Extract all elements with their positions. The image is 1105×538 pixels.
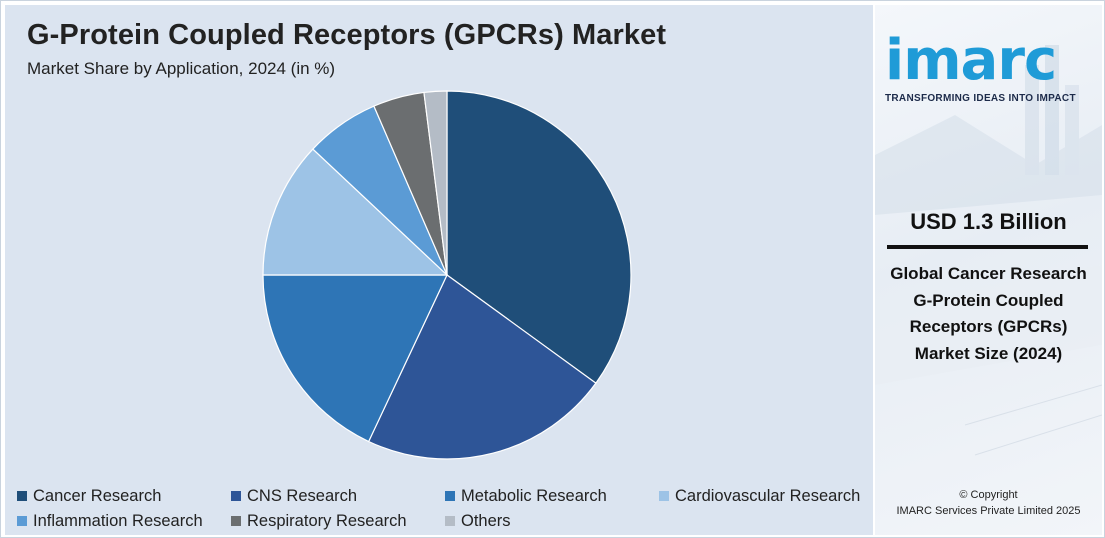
copyright-line: © Copyright	[959, 489, 1018, 501]
legend-label: CNS Research	[247, 486, 358, 505]
divider	[887, 245, 1088, 249]
legend-label: Metabolic Research	[461, 486, 607, 505]
copyright-notice: © Copyright IMARC Services Private Limit…	[875, 487, 1102, 519]
legend-swatch	[17, 491, 27, 501]
legend-label: Cardiovascular Research	[675, 486, 861, 505]
market-size-description: Global Cancer Research G-Protein Coupled…	[890, 264, 1087, 363]
legend-swatch	[231, 516, 241, 526]
market-size-value: USD 1.3 Billion	[910, 209, 1067, 234]
legend-swatch	[659, 491, 669, 501]
legend-swatch	[231, 491, 241, 501]
chart-panel: G-Protein Coupled Receptors (GPCRs) Mark…	[5, 5, 873, 535]
chart-subtitle: Market Share by Application, 2024 (in %)	[27, 59, 336, 78]
copyright-owner: IMARC Services Private Limited 2025	[896, 505, 1081, 517]
info-sidebar: imarc TRANSFORMING IDEAS INTO IMPACT USD…	[875, 5, 1102, 535]
legend-label: Respiratory Research	[247, 511, 407, 530]
logo-wordmark: imarc	[885, 28, 1057, 93]
pie-slice-metabolic-research	[262, 274, 448, 443]
pie-slice-cancer-research	[446, 90, 632, 384]
legend-item-cancer-research: Cancer Research	[17, 486, 161, 506]
background-chart-decoration	[875, 45, 1102, 456]
pie-chart	[262, 90, 632, 460]
legend-item-metabolic-research: Metabolic Research	[445, 486, 607, 506]
legend-swatch	[17, 516, 27, 526]
legend-swatch	[445, 516, 455, 526]
legend-label: Inflammation Research	[33, 511, 203, 530]
legend-item-respiratory-research: Respiratory Research	[231, 511, 407, 531]
legend-item-inflammation-research: Inflammation Research	[17, 511, 203, 531]
imarc-logo: imarc TRANSFORMING IDEAS INTO IMPACT	[885, 28, 1095, 105]
legend-item-cns-research: CNS Research	[231, 486, 357, 506]
logo-tagline: TRANSFORMING IDEAS INTO IMPACT	[885, 93, 1076, 104]
chart-title: G-Protein Coupled Receptors (GPCRs) Mark…	[27, 19, 667, 51]
chart-legend: Cancer Research CNS Research Metabolic R…	[13, 485, 873, 535]
legend-item-others: Others	[445, 511, 511, 531]
pie-slice-others	[423, 90, 448, 276]
legend-label: Cancer Research	[33, 486, 162, 505]
pie-slice-cardiovascular-research	[262, 148, 449, 276]
legend-label: Others	[461, 511, 511, 530]
legend-item-cardiovascular-research: Cardiovascular Research	[659, 486, 860, 506]
legend-swatch	[445, 491, 455, 501]
